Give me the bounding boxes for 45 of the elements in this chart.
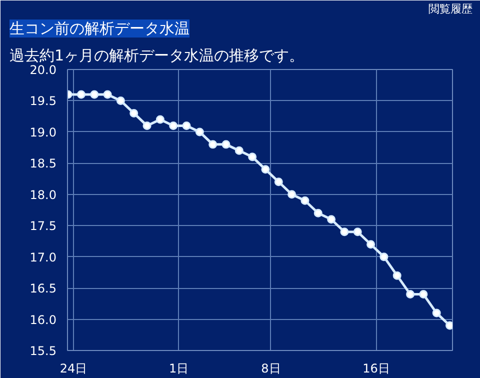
point (327, 215, 336, 224)
text: 閲覧履歴 (428, 2, 472, 16)
y-tick-label: 19.5 (30, 94, 56, 108)
point (103, 90, 112, 99)
point (300, 196, 310, 205)
point (380, 252, 388, 262)
point (76, 90, 86, 99)
y-tick-label: 18.0 (30, 188, 56, 202)
point (130, 108, 138, 118)
y-tick-label: 16.0 (30, 312, 56, 327)
y-tick-label: 15.5 (30, 344, 56, 358)
y-tick-label: 19.0 (30, 125, 56, 140)
y-tick-label: 17.0 (30, 250, 56, 264)
point (142, 121, 152, 130)
point (353, 228, 362, 236)
point (169, 121, 178, 130)
point (90, 90, 99, 99)
y-tick-label: 16.5 (30, 282, 56, 296)
point (340, 228, 349, 236)
x-tick-label: 16日 (362, 362, 390, 376)
chart-subtitle: 過去約1ヶ月の解析データ水温の推移です。 (10, 46, 304, 64)
point (182, 121, 191, 130)
point (208, 140, 218, 149)
x-tick-label: 8日 (261, 362, 281, 376)
point (432, 308, 441, 318)
point (156, 115, 164, 124)
point (261, 165, 270, 174)
point (392, 271, 402, 280)
point (248, 152, 257, 162)
x-tick-label: 24日 (60, 362, 88, 376)
point (234, 146, 244, 155)
y-tick-label: 18.5 (30, 156, 56, 171)
point (406, 290, 415, 299)
point (116, 96, 125, 105)
x-tick-label: 1日 (169, 362, 189, 376)
y-tick-label: 20.0 (30, 63, 56, 77)
point (314, 208, 322, 218)
chart-title: 生コン前の解析データ水温 (10, 20, 190, 38)
point (419, 290, 428, 299)
y-tick-label: 17.5 (30, 219, 56, 234)
point (222, 140, 230, 149)
point (195, 128, 204, 136)
point (288, 190, 296, 199)
point (366, 240, 376, 249)
point (274, 178, 283, 186)
